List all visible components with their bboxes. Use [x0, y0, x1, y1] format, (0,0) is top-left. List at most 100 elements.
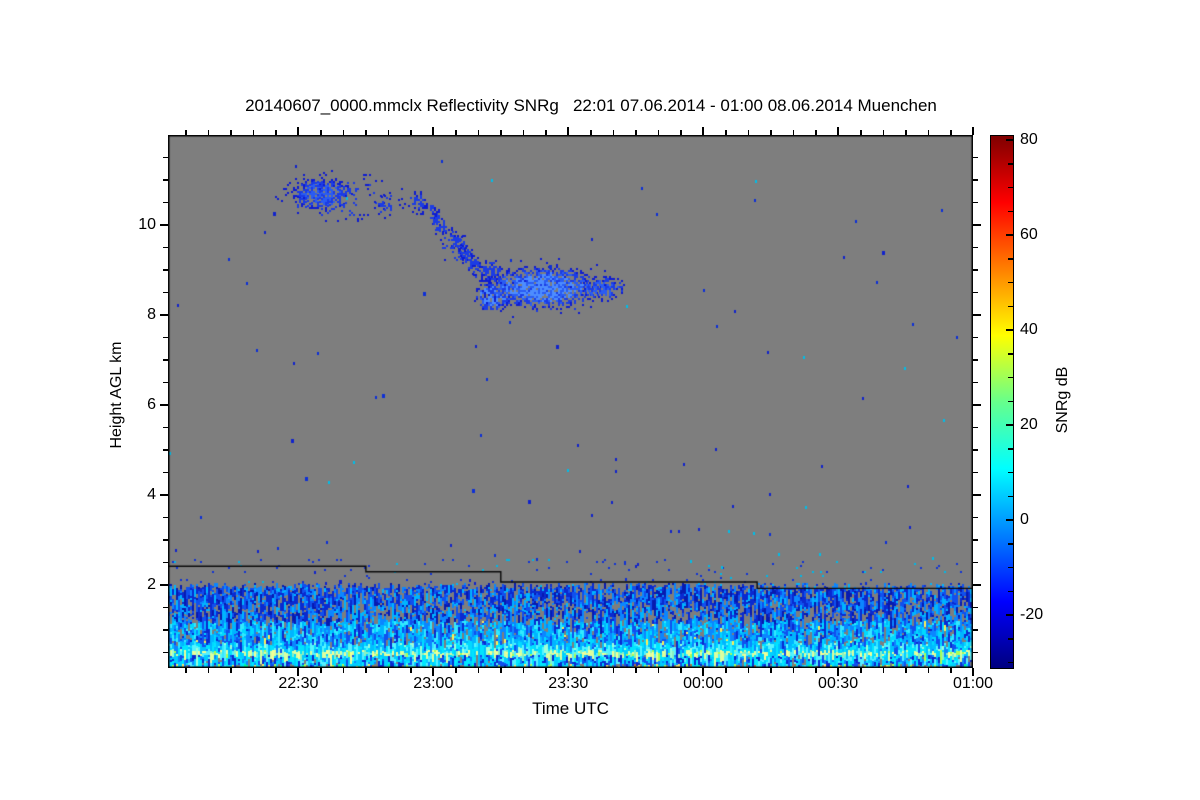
x-minor-tick	[320, 130, 322, 135]
x-tick-label: 23:00	[413, 675, 454, 692]
x-minor-tick	[522, 130, 525, 135]
colorbar-tick-label: 0	[1020, 510, 1029, 528]
x-minor-tick	[207, 668, 210, 673]
colorbar-label: SNRg dB	[1054, 366, 1071, 434]
y-major-tick	[973, 583, 981, 586]
x-major-tick	[702, 127, 705, 135]
y-minor-tick	[163, 651, 168, 654]
colorbar-gradient	[991, 136, 1013, 668]
x-axis-label: Time UTC	[532, 699, 609, 718]
colorbar-minor-tick	[1008, 590, 1013, 592]
y-minor-tick	[163, 449, 168, 451]
colorbar-minor-tick	[1008, 566, 1013, 569]
colorbar-major-tick	[1006, 518, 1013, 521]
x-minor-tick	[905, 668, 907, 673]
x-tick-label: 00:30	[818, 675, 859, 692]
y-minor-tick	[973, 336, 978, 339]
x-minor-tick	[387, 130, 390, 135]
y-minor-tick	[163, 359, 168, 361]
x-minor-tick	[387, 668, 390, 673]
x-minor-tick	[657, 130, 660, 135]
y-minor-tick	[973, 179, 978, 181]
colorbar-minor-tick	[1008, 163, 1013, 165]
x-minor-tick	[950, 668, 952, 673]
x-major-tick	[837, 668, 840, 676]
colorbar-minor-tick	[1008, 353, 1013, 355]
x-minor-tick	[365, 130, 367, 135]
y-minor-tick	[973, 651, 978, 654]
x-tick-label: 00:00	[683, 675, 724, 692]
plot-title: 20140607_0000.mmclx Reflectivity SNRg 22…	[245, 96, 937, 115]
colorbar-minor-tick	[1008, 448, 1013, 450]
colorbar-minor-tick	[1008, 638, 1013, 640]
y-minor-tick	[973, 156, 978, 159]
x-minor-tick	[815, 130, 817, 135]
colorbar-minor-tick	[1008, 305, 1013, 307]
x-major-tick	[567, 668, 570, 676]
x-minor-tick	[590, 130, 592, 135]
x-minor-tick	[230, 668, 232, 673]
colorbar-tick-label: 20	[1020, 415, 1038, 433]
y-minor-tick	[163, 539, 168, 541]
x-minor-tick	[455, 668, 457, 673]
y-minor-tick	[163, 269, 168, 271]
x-minor-tick	[725, 130, 727, 135]
x-minor-tick	[635, 668, 637, 673]
y-tick-label: 6	[147, 395, 156, 413]
y-minor-tick	[973, 539, 978, 541]
x-minor-tick	[342, 668, 345, 673]
y-minor-tick	[973, 606, 978, 609]
y-minor-tick	[163, 291, 168, 294]
y-minor-tick	[973, 629, 978, 631]
x-minor-tick	[207, 130, 210, 135]
x-minor-tick	[320, 668, 322, 673]
y-minor-tick	[973, 269, 978, 271]
heatmap-canvas	[168, 135, 973, 668]
x-major-tick	[432, 127, 435, 135]
y-minor-tick	[973, 561, 978, 564]
x-minor-tick	[905, 130, 907, 135]
y-minor-tick	[163, 201, 168, 204]
x-minor-tick	[185, 130, 187, 135]
x-tick-label: 22:30	[278, 675, 319, 692]
y-minor-tick	[163, 606, 168, 609]
colorbar-tick-label: 80	[1020, 130, 1038, 148]
y-minor-tick	[973, 381, 978, 384]
x-major-tick	[702, 668, 705, 676]
x-minor-tick	[770, 668, 772, 673]
colorbar-tick-label: 60	[1020, 225, 1038, 243]
x-minor-tick	[680, 130, 682, 135]
y-minor-tick	[973, 359, 978, 361]
y-major-tick	[160, 493, 168, 496]
colorbar-major-tick	[1006, 233, 1013, 236]
x-minor-tick	[747, 668, 750, 673]
y-minor-tick	[973, 516, 978, 519]
x-minor-tick	[927, 668, 930, 673]
x-major-tick	[432, 668, 435, 676]
y-minor-tick	[163, 471, 168, 474]
x-minor-tick	[635, 130, 637, 135]
x-major-tick	[297, 127, 300, 135]
x-minor-tick	[522, 668, 525, 673]
y-minor-tick	[163, 561, 168, 564]
colorbar-tick-label: -20	[1020, 605, 1044, 623]
x-minor-tick	[680, 668, 682, 673]
x-minor-tick	[545, 668, 547, 673]
x-minor-tick	[792, 668, 795, 673]
y-major-tick	[973, 493, 981, 496]
x-minor-tick	[882, 130, 885, 135]
x-tick-label: 01:00	[952, 675, 994, 692]
x-minor-tick	[590, 668, 592, 673]
x-minor-tick	[275, 668, 277, 673]
y-minor-tick	[163, 336, 168, 339]
x-minor-tick	[792, 130, 795, 135]
x-minor-tick	[252, 668, 255, 673]
colorbar-minor-tick	[1008, 376, 1013, 379]
x-minor-tick	[500, 668, 502, 673]
x-minor-tick	[882, 668, 885, 673]
colorbar-minor-tick	[1008, 661, 1013, 664]
colorbar-minor-tick	[1008, 400, 1013, 402]
x-minor-tick	[410, 130, 412, 135]
colorbar-minor-tick	[1008, 543, 1013, 545]
x-minor-tick	[455, 130, 457, 135]
